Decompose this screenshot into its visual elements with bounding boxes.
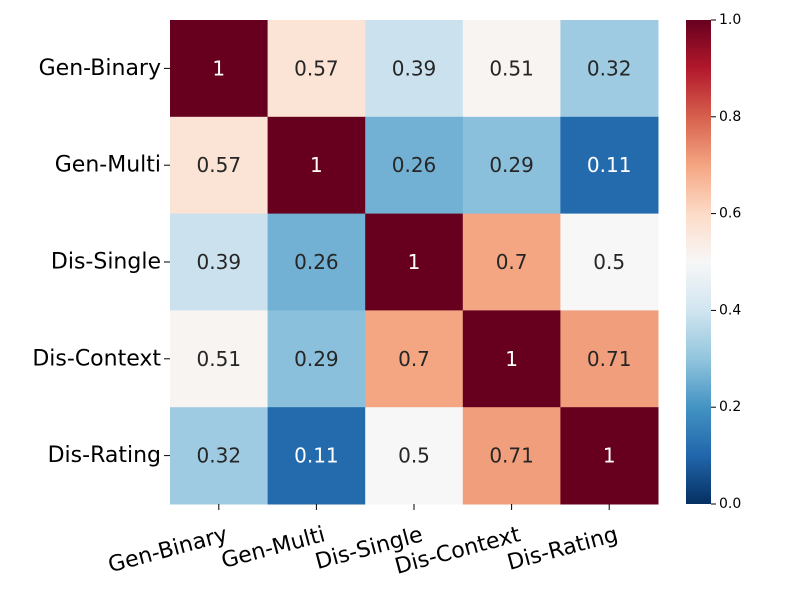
- heatmap-cell-2-4: [560, 213, 659, 311]
- heatmap-cell-3-4: [560, 310, 659, 408]
- cell-value-label-0-4: 0.32: [587, 56, 632, 80]
- heatmap-cell-1-2: [365, 116, 464, 215]
- cell-value-label-2-2: 1: [408, 250, 421, 274]
- cell-value-label-2-1: 0.26: [294, 250, 339, 274]
- cell-value-label-0-2: 0.39: [392, 56, 437, 80]
- row-labels: Gen-Binary Gen-Multi Dis-Single Dis-Context…: [32, 56, 170, 468]
- heatmap-cell-4-4: [560, 407, 659, 505]
- heatmap-cell-0-4: [560, 20, 659, 118]
- heatmap-cell-0-2: [365, 20, 464, 118]
- heatmap-cell-4-3: [462, 407, 561, 505]
- row-label-3: Dis-Context: [32, 346, 161, 371]
- row-label-0: Gen-Binary: [39, 56, 161, 81]
- heatmap-cell-2-0: [170, 213, 269, 311]
- colorbar-tick-label-3: 0.6: [719, 206, 741, 222]
- cell-value-label-2-4: 0.5: [593, 250, 625, 274]
- heatmap-cell-2-1: [267, 213, 366, 311]
- cell-value-label-1-1: 1: [310, 153, 323, 177]
- cell-value-label-1-2: 0.26: [392, 153, 437, 177]
- colorbar-tick-label-1: 0.2: [719, 399, 741, 415]
- cell-value-label-3-0: 0.51: [197, 347, 242, 371]
- cell-value-label-2-3: 0.7: [496, 250, 528, 274]
- cell-value-label-3-4: 0.71: [587, 347, 632, 371]
- cell-value-label-1-3: 0.29: [489, 153, 534, 177]
- cell-value-label-0-3: 0.51: [489, 56, 534, 80]
- heatmap-cell-2-3: [462, 213, 561, 311]
- row-label-1: Gen-Multi: [55, 153, 161, 178]
- row-label-4: Dis-Rating: [48, 443, 161, 468]
- column-label-0: Gen-Binary: [106, 522, 231, 578]
- cell-value-label-4-3: 0.71: [489, 444, 534, 468]
- cell-value-label-1-0: 0.57: [197, 153, 242, 177]
- colorbar-tick-label-0: 0.0: [719, 496, 741, 512]
- heatmap-cell-2-2: [365, 213, 464, 311]
- row-label-2: Dis-Single: [51, 250, 161, 275]
- colorbar: 0.0 0.2 0.4 0.6 0.8 1.0: [686, 12, 741, 512]
- heatmap-cell-4-1: [267, 407, 366, 505]
- colorbar-tick-label-5: 1.0: [719, 12, 741, 28]
- heatmap-cell-3-2: [365, 310, 464, 408]
- column-labels: Gen-BinaryGen-MultiDis-SingleDis-Context…: [106, 504, 621, 580]
- cell-value-label-3-1: 0.29: [294, 347, 339, 371]
- heatmap-cell-4-2: [365, 407, 464, 505]
- cell-value-label-3-3: 1: [505, 347, 518, 371]
- heatmap-cells: 1 0.57 0.39 0.51 0.320.57 1 0.26 0.29 0.110.39 0.…: [170, 20, 659, 505]
- cell-value-label-1-4: 0.11: [587, 153, 632, 177]
- heatmap-cell-0-0: [170, 20, 269, 118]
- heatmap-cell-0-3: [462, 20, 561, 118]
- heatmap-cell-3-0: [170, 310, 269, 408]
- heatmap-cell-3-3: [462, 310, 561, 408]
- colorbar-tick-label-4: 0.8: [719, 109, 741, 125]
- heatmap-cell-1-3: [462, 116, 561, 215]
- cell-value-label-4-0: 0.32: [197, 444, 242, 468]
- cell-value-label-3-2: 0.7: [398, 347, 430, 371]
- cell-value-label-0-1: 0.57: [294, 56, 339, 80]
- cell-value-label-4-2: 0.5: [398, 444, 430, 468]
- colorbar-tick-label-2: 0.4: [719, 302, 741, 318]
- colorbar-gradient: [686, 20, 711, 504]
- heatmap-cell-1-1: [267, 116, 366, 215]
- cell-value-label-4-4: 1: [603, 444, 616, 468]
- column-label-4: Dis-Rating: [505, 522, 621, 575]
- cell-value-label-2-0: 0.39: [197, 250, 242, 274]
- cell-value-label-0-0: 1: [212, 56, 225, 80]
- heatmap-cell-1-0: [170, 116, 269, 215]
- heatmap-cell-1-4: [560, 116, 659, 215]
- column-label-1: Gen-Multi: [219, 522, 328, 574]
- heatmap-cell-4-0: [170, 407, 269, 505]
- heatmap-cell-0-1: [267, 20, 366, 118]
- cell-value-label-4-1: 0.11: [294, 444, 339, 468]
- heatmap-cell-3-1: [267, 310, 366, 408]
